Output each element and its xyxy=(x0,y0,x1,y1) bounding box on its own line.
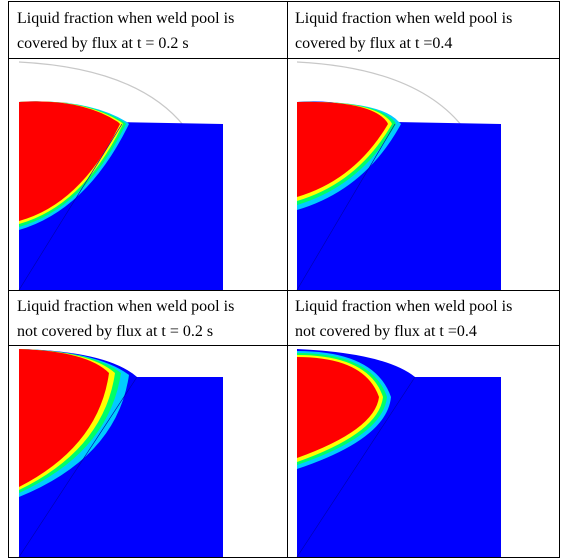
table-divider-row3 xyxy=(9,345,559,346)
liquid-region xyxy=(297,357,379,458)
flux-boundary-line xyxy=(296,61,463,127)
table-divider-vertical xyxy=(287,2,288,557)
caption-top-left-line1: Liquid fraction when weld pool is xyxy=(17,10,235,27)
caption-top-right-line2: covered by flux at t =0.4 xyxy=(295,35,453,52)
caption-bottom-right-line1: Liquid fraction when weld pool is xyxy=(295,298,513,315)
liquid-region xyxy=(297,101,388,197)
flux-boundary-line xyxy=(18,61,185,127)
caption-top-left-line2: covered by flux at t = 0.2 s xyxy=(17,35,189,52)
contour-plot-br xyxy=(295,347,501,557)
contour-plot-tl xyxy=(17,60,223,290)
table-divider-row1 xyxy=(9,58,559,59)
mesh-line xyxy=(296,376,416,557)
mesh-line xyxy=(296,123,396,290)
contour-plot-tr xyxy=(295,60,501,290)
caption-top-right-line1: Liquid fraction when weld pool is xyxy=(295,10,513,27)
liquid-region xyxy=(19,101,120,221)
mesh-line xyxy=(18,376,138,557)
caption-bottom-left-line2: not covered by flux at t = 0.2 s xyxy=(17,323,214,340)
table-divider-row2 xyxy=(9,290,559,291)
caption-bottom-right-line2: not covered by flux at t =0.4 xyxy=(295,323,477,340)
liquid-region xyxy=(19,349,109,487)
caption-bottom-left-line1: Liquid fraction when weld pool is xyxy=(17,298,235,315)
figure-table: Liquid fraction when weld pool is covere… xyxy=(8,1,560,558)
contour-plot-bl xyxy=(17,347,223,557)
mesh-line xyxy=(18,123,123,290)
